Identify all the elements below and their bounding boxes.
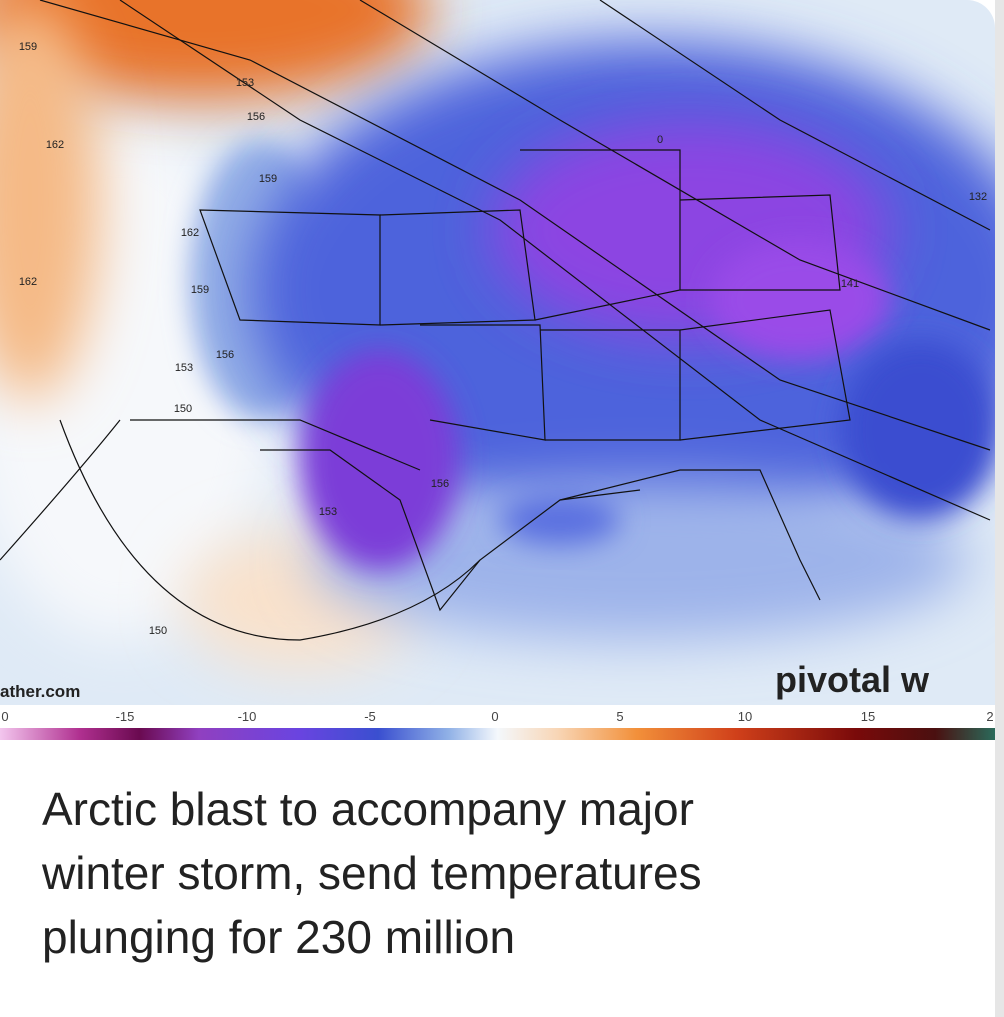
watermark: ather.com — [0, 682, 80, 701]
colorbar-label: -10 — [238, 709, 257, 724]
contour-label: 153 — [236, 77, 254, 89]
colorbar — [0, 728, 995, 740]
watermark: pivotal w — [775, 659, 930, 700]
contour-label: 0 — [657, 134, 663, 146]
headline-line[interactable]: plunging for 230 million — [42, 911, 516, 963]
contour-label: 153 — [319, 506, 337, 518]
headline-line[interactable]: Arctic blast to accompany major — [42, 783, 694, 835]
colorbar-label: 15 — [861, 709, 875, 724]
contour-label: 156 — [247, 111, 265, 123]
contour-label: 156 — [216, 349, 234, 361]
contour-label: 141 — [841, 278, 859, 290]
colorbar-label: 5 — [616, 709, 623, 724]
contour-label: 153 — [175, 362, 193, 374]
colorbar-label: 10 — [738, 709, 752, 724]
contour-label: 150 — [174, 403, 192, 415]
contour-label: 162 — [46, 139, 64, 151]
colorbar-label: 0 — [1, 709, 8, 724]
contour-label: 156 — [431, 478, 449, 490]
colorbar-label: -5 — [364, 709, 376, 724]
contour-label: 162 — [19, 276, 37, 288]
contour-label: 132 — [969, 191, 987, 203]
colorbar-label: 2 — [986, 709, 993, 724]
weather-map: ather.com pivotal w 0 -15 -10 -5 0 5 10 15 2 159 1… — [0, 0, 995, 740]
contour-label: 159 — [259, 173, 277, 185]
colorbar-label: 0 — [491, 709, 498, 724]
contour-label: 150 — [149, 625, 167, 637]
contour-label: 162 — [181, 227, 199, 239]
scroll-edge — [995, 0, 1004, 1017]
contour-label: 159 — [19, 41, 37, 53]
headline-line[interactable]: winter storm, send temperatures — [42, 847, 702, 899]
contour-label: 159 — [191, 284, 209, 296]
colorbar-label: -15 — [116, 709, 135, 724]
